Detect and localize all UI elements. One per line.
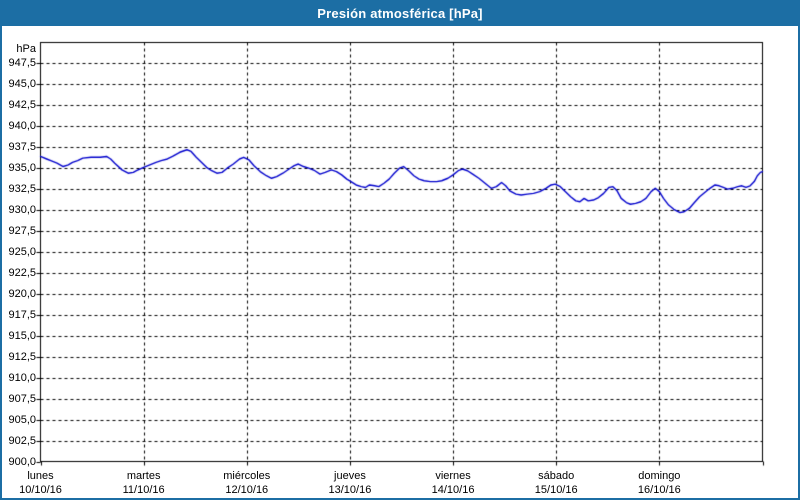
x-day-label: sábado <box>538 470 575 482</box>
y-tick-label: 920,0 <box>8 288 36 300</box>
y-tick-label: 925,0 <box>8 246 36 258</box>
y-tick-label: 905,0 <box>8 414 36 426</box>
y-tick-label: 942,5 <box>8 99 36 111</box>
y-tick-label: 932,5 <box>8 183 36 195</box>
chart-title-bar: Presión atmosférica [hPa] <box>2 2 798 26</box>
y-tick-label: 947,5 <box>8 57 36 69</box>
x-date-label: 13/10/16 <box>328 484 372 496</box>
y-tick-label: 907,5 <box>8 393 36 405</box>
y-axis-unit-label: hPa <box>16 43 36 55</box>
y-tick-label: 940,0 <box>8 120 36 132</box>
y-tick-label: 945,0 <box>8 78 36 90</box>
x-date-label: 15/10/16 <box>534 484 578 496</box>
y-tick-label: 937,5 <box>8 141 36 153</box>
x-day-label: lunes <box>27 470 54 482</box>
x-date-label: 10/10/16 <box>19 484 62 496</box>
y-tick-label: 930,0 <box>8 204 36 216</box>
x-day-label: viernes <box>435 470 471 482</box>
chart-title: Presión atmosférica [hPa] <box>317 6 483 21</box>
y-tick-label: 922,5 <box>8 267 36 279</box>
x-day-label: domingo <box>638 470 681 482</box>
x-day-label: jueves <box>334 470 366 482</box>
y-tick-label: 917,5 <box>8 309 36 321</box>
y-tick-label: 927,5 <box>8 225 36 237</box>
x-date-label: 14/10/16 <box>431 484 475 496</box>
x-date-label: 11/10/16 <box>122 484 165 496</box>
y-tick-label: 912,5 <box>8 351 36 363</box>
x-day-label: martes <box>126 470 161 482</box>
y-tick-label: 910,0 <box>8 372 36 384</box>
y-tick-label: 900,0 <box>8 456 36 468</box>
x-date-label: 12/10/16 <box>225 484 269 496</box>
x-date-label: 16/10/16 <box>637 484 681 496</box>
y-tick-label: 902,5 <box>8 435 36 447</box>
x-day-label: miércoles <box>223 470 271 482</box>
y-tick-label: 935,0 <box>8 162 36 174</box>
y-tick-label: 915,0 <box>8 330 36 342</box>
